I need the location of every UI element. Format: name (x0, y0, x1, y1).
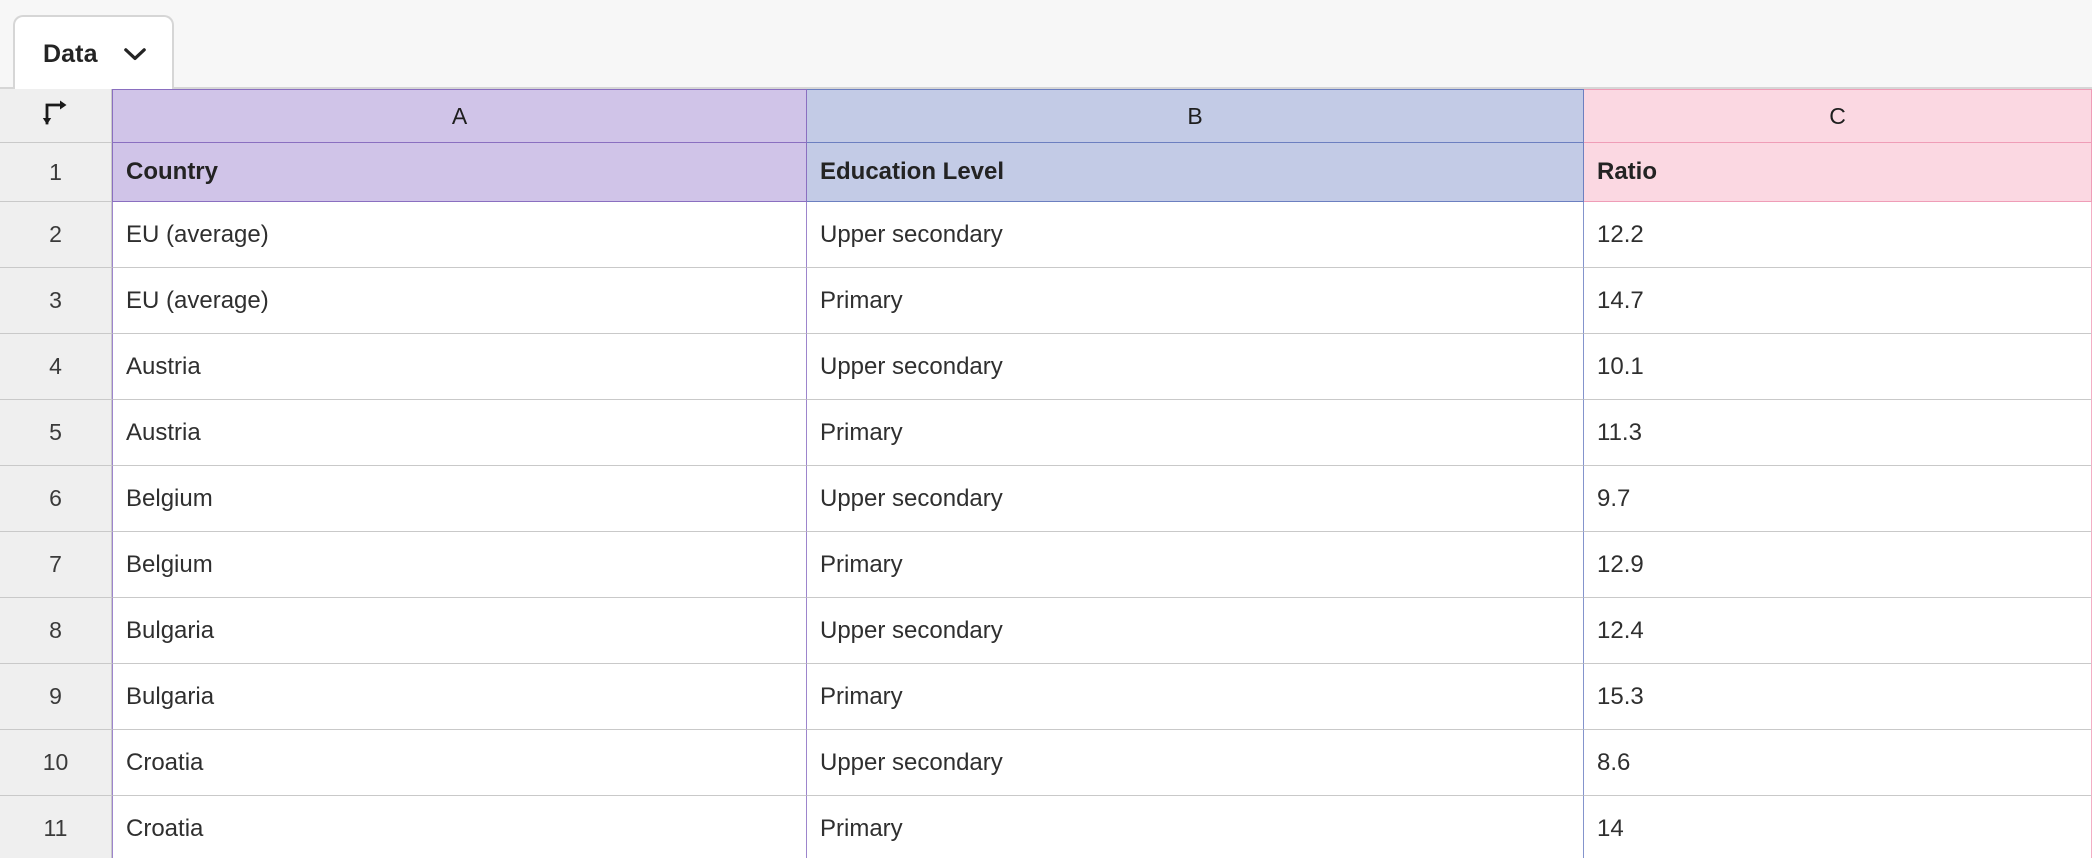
row-header-9[interactable]: 9 (0, 664, 112, 730)
column-header-a[interactable]: A (112, 89, 807, 143)
cell-c1[interactable]: Ratio (1584, 143, 2092, 202)
table-row[interactable]: 11 Croatia Primary 14 (0, 796, 2092, 858)
table-row[interactable]: 8 Bulgaria Upper secondary 12.4 (0, 598, 2092, 664)
row-header-4[interactable]: 4 (0, 334, 112, 400)
cell-b6[interactable]: Upper secondary (807, 466, 1584, 532)
cell-b7[interactable]: Primary (807, 532, 1584, 598)
cell-c7[interactable]: 12.9 (1584, 532, 2092, 598)
cell-b1[interactable]: Education Level (807, 143, 1584, 202)
cell-c9[interactable]: 15.3 (1584, 664, 2092, 730)
cell-c3[interactable]: 14.7 (1584, 268, 2092, 334)
cell-c8[interactable]: 12.4 (1584, 598, 2092, 664)
row-header-3[interactable]: 3 (0, 268, 112, 334)
row-header-2[interactable]: 2 (0, 202, 112, 268)
row-header-5[interactable]: 5 (0, 400, 112, 466)
row-header-11[interactable]: 11 (0, 796, 112, 858)
cell-b11[interactable]: Primary (807, 796, 1584, 858)
cell-a1[interactable]: Country (112, 143, 807, 202)
cell-a4[interactable]: Austria (112, 334, 807, 400)
table-row[interactable]: 10 Croatia Upper secondary 8.6 (0, 730, 2092, 796)
cell-b4[interactable]: Upper secondary (807, 334, 1584, 400)
column-header-b[interactable]: B (807, 89, 1584, 143)
cell-c5[interactable]: 11.3 (1584, 400, 2092, 466)
cell-b5[interactable]: Primary (807, 400, 1584, 466)
cell-a8[interactable]: Bulgaria (112, 598, 807, 664)
cell-a6[interactable]: Belgium (112, 466, 807, 532)
cell-b3[interactable]: Primary (807, 268, 1584, 334)
table-row[interactable]: 7 Belgium Primary 12.9 (0, 532, 2092, 598)
tab-data-label: Data (43, 39, 98, 68)
cell-c6[interactable]: 9.7 (1584, 466, 2092, 532)
cell-c11[interactable]: 14 (1584, 796, 2092, 858)
row-header-7[interactable]: 7 (0, 532, 112, 598)
branch-arrow-icon (41, 99, 71, 133)
cell-c10[interactable]: 8.6 (1584, 730, 2092, 796)
row-header-8[interactable]: 8 (0, 598, 112, 664)
table-row[interactable]: 6 Belgium Upper secondary 9.7 (0, 466, 2092, 532)
cell-a11[interactable]: Croatia (112, 796, 807, 858)
tab-bar: Data (0, 0, 2092, 91)
table-row[interactable]: 1 Country Education Level Ratio (0, 143, 2092, 202)
cell-b9[interactable]: Primary (807, 664, 1584, 730)
cell-a3[interactable]: EU (average) (112, 268, 807, 334)
column-header-row: A B C (0, 89, 2092, 143)
spreadsheet-grid[interactable]: A B C 1 Country Education Level Ratio 2 … (0, 89, 2092, 858)
cell-a2[interactable]: EU (average) (112, 202, 807, 268)
cell-a10[interactable]: Croatia (112, 730, 807, 796)
row-header-1[interactable]: 1 (0, 143, 112, 202)
cell-c4[interactable]: 10.1 (1584, 334, 2092, 400)
cell-b8[interactable]: Upper secondary (807, 598, 1584, 664)
tab-data[interactable]: Data (13, 15, 174, 91)
row-header-6[interactable]: 6 (0, 466, 112, 532)
chevron-down-icon[interactable] (123, 47, 146, 61)
table-row[interactable]: 5 Austria Primary 11.3 (0, 400, 2092, 466)
column-header-c[interactable]: C (1584, 89, 2092, 143)
cell-a5[interactable]: Austria (112, 400, 807, 466)
table-row[interactable]: 9 Bulgaria Primary 15.3 (0, 664, 2092, 730)
row-header-10[interactable]: 10 (0, 730, 112, 796)
table-row[interactable]: 2 EU (average) Upper secondary 12.2 (0, 202, 2092, 268)
select-all-corner[interactable] (0, 89, 112, 143)
cell-b2[interactable]: Upper secondary (807, 202, 1584, 268)
table-row[interactable]: 3 EU (average) Primary 14.7 (0, 268, 2092, 334)
cell-b10[interactable]: Upper secondary (807, 730, 1584, 796)
cell-a9[interactable]: Bulgaria (112, 664, 807, 730)
cell-a7[interactable]: Belgium (112, 532, 807, 598)
table-row[interactable]: 4 Austria Upper secondary 10.1 (0, 334, 2092, 400)
cell-c2[interactable]: 12.2 (1584, 202, 2092, 268)
